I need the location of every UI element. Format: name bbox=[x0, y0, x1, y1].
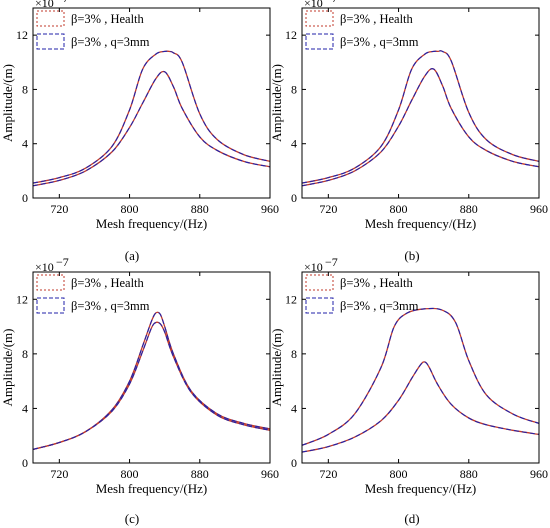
y-axis-label: Amplitude/(m) bbox=[269, 329, 284, 407]
y-tick-label: 12 bbox=[285, 28, 297, 42]
y-multiplier: ×10 bbox=[35, 260, 54, 274]
y-tick-label: 12 bbox=[16, 292, 28, 306]
y-multiplier: ×10 bbox=[304, 0, 323, 10]
y-tick-label: 0 bbox=[22, 191, 28, 205]
y-tick-label: 0 bbox=[291, 191, 297, 205]
legend: β=3% , Health β=3% , q=3mm bbox=[305, 10, 419, 50]
legend-label-1: β=3% , q=3mm bbox=[71, 299, 150, 313]
legend-swatch-1 bbox=[305, 33, 334, 50]
chart-panel-b: 720 800 880 960 0 4 8 12 ×10−7 Mesh frequency/(Hz… bbox=[269, 0, 548, 263]
legend-label-1: β=3% , q=3mm bbox=[71, 35, 150, 49]
panel-label: (d) bbox=[404, 511, 419, 526]
y-tick-label: 0 bbox=[291, 456, 297, 470]
chart-panel-c: 720 800 880 960 0 4 8 12 ×10 −7 Mesh frequency/(Hz… bbox=[0, 255, 279, 526]
curve-fault-0 bbox=[33, 50, 270, 184]
axes-frame bbox=[301, 271, 540, 464]
curve-fault-0 bbox=[33, 311, 270, 450]
y-tick-label: 4 bbox=[22, 137, 28, 151]
legend: β=3% , Health β=3% , q=3mm bbox=[36, 10, 150, 50]
axes-frame bbox=[301, 7, 540, 199]
legend-label-1: β=3% , q=3mm bbox=[340, 299, 419, 313]
y-tick-label: 8 bbox=[291, 347, 297, 361]
axes-frame bbox=[32, 271, 271, 464]
legend-swatch-1 bbox=[36, 297, 65, 314]
y-tick-label: 4 bbox=[291, 401, 297, 415]
legend-label-0: β=3% , Health bbox=[340, 12, 414, 26]
legend-swatch-0 bbox=[305, 10, 334, 27]
curve-health-0 bbox=[33, 311, 270, 451]
y-exponent: −7 bbox=[325, 255, 338, 269]
legend: β=3% , Health β=3% , q=3mm bbox=[36, 274, 150, 314]
curve-fault-0 bbox=[302, 50, 539, 184]
x-axis-label: Mesh frequency/(Hz) bbox=[96, 481, 208, 496]
y-tick-label: 4 bbox=[22, 401, 28, 415]
x-tick-label: 960 bbox=[530, 202, 548, 216]
y-tick-label: 4 bbox=[291, 137, 297, 151]
x-tick-label: 880 bbox=[460, 202, 478, 216]
y-exponent: −7 bbox=[56, 255, 69, 269]
y-tick-label: 8 bbox=[22, 82, 28, 96]
legend: β=3% , Health β=3% , q=3mm bbox=[305, 274, 419, 314]
x-tick-label: 960 bbox=[261, 467, 279, 481]
curve-health-1 bbox=[302, 68, 539, 187]
y-exponent: −7 bbox=[56, 0, 69, 5]
x-tick-label: 720 bbox=[50, 467, 68, 481]
panel-label: (c) bbox=[125, 511, 139, 526]
legend-label-0: β=3% , Health bbox=[71, 12, 145, 26]
panel-label: (a) bbox=[125, 248, 139, 263]
y-tick-label: 0 bbox=[22, 456, 28, 470]
y-tick-label: 12 bbox=[16, 28, 28, 42]
x-axis-label: Mesh frequency/(Hz) bbox=[365, 216, 477, 231]
y-exponent: −7 bbox=[325, 0, 338, 5]
y-multiplier: ×10 bbox=[304, 260, 323, 274]
legend-swatch-0 bbox=[36, 10, 65, 27]
curve-fault-1 bbox=[33, 70, 270, 187]
legend-label-1: β=3% , q=3mm bbox=[340, 35, 419, 49]
legend-swatch-0 bbox=[305, 274, 334, 291]
curve-health-1 bbox=[33, 70, 270, 187]
x-tick-label: 880 bbox=[191, 202, 209, 216]
x-tick-label: 800 bbox=[121, 202, 139, 216]
x-tick-label: 720 bbox=[319, 467, 337, 481]
x-tick-label: 960 bbox=[530, 467, 548, 481]
x-tick-label: 880 bbox=[460, 467, 478, 481]
legend-swatch-0 bbox=[36, 274, 65, 291]
x-tick-label: 720 bbox=[50, 202, 68, 216]
legend-swatch-1 bbox=[36, 33, 65, 50]
curve-fault-1 bbox=[302, 361, 539, 453]
legend-label-0: β=3% , Health bbox=[71, 276, 145, 290]
curve-fault-0 bbox=[302, 307, 539, 446]
x-tick-label: 800 bbox=[390, 202, 408, 216]
curve-health-0 bbox=[33, 50, 270, 184]
x-tick-label: 720 bbox=[319, 202, 337, 216]
curve-fault-1 bbox=[33, 321, 270, 450]
panel-label: (b) bbox=[404, 248, 419, 263]
y-axis-label: Amplitude/(m) bbox=[269, 64, 284, 142]
curve-health-0 bbox=[302, 50, 539, 184]
y-tick-label: 12 bbox=[285, 292, 297, 306]
chart-panel-d: 720 800 880 960 0 4 8 12 ×10 −7 Mesh frequency/(Hz… bbox=[269, 255, 548, 526]
x-axis-label: Mesh frequency/(Hz) bbox=[365, 481, 477, 496]
y-tick-label: 8 bbox=[291, 82, 297, 96]
y-tick-label: 8 bbox=[22, 347, 28, 361]
curve-health-1 bbox=[33, 321, 270, 451]
axes-frame bbox=[32, 7, 271, 199]
y-multiplier: ×10 bbox=[35, 0, 54, 10]
curve-health-1 bbox=[302, 361, 539, 453]
x-tick-label: 800 bbox=[121, 467, 139, 481]
legend-swatch-1 bbox=[305, 297, 334, 314]
legend-label-0: β=3% , Health bbox=[340, 276, 414, 290]
curve-fault-1 bbox=[302, 68, 539, 187]
y-axis-label: Amplitude/(m) bbox=[0, 64, 15, 142]
x-tick-label: 800 bbox=[390, 467, 408, 481]
y-axis-label: Amplitude/(m) bbox=[0, 329, 15, 407]
x-tick-label: 880 bbox=[191, 467, 209, 481]
x-axis-label: Mesh frequency/(Hz) bbox=[96, 216, 208, 231]
x-tick-label: 960 bbox=[261, 202, 279, 216]
curve-health-0 bbox=[302, 307, 539, 446]
chart-panel-a: 720 800 880 960 0 4 8 12 ×10−7 Mesh frequency/(Hz… bbox=[0, 0, 279, 263]
